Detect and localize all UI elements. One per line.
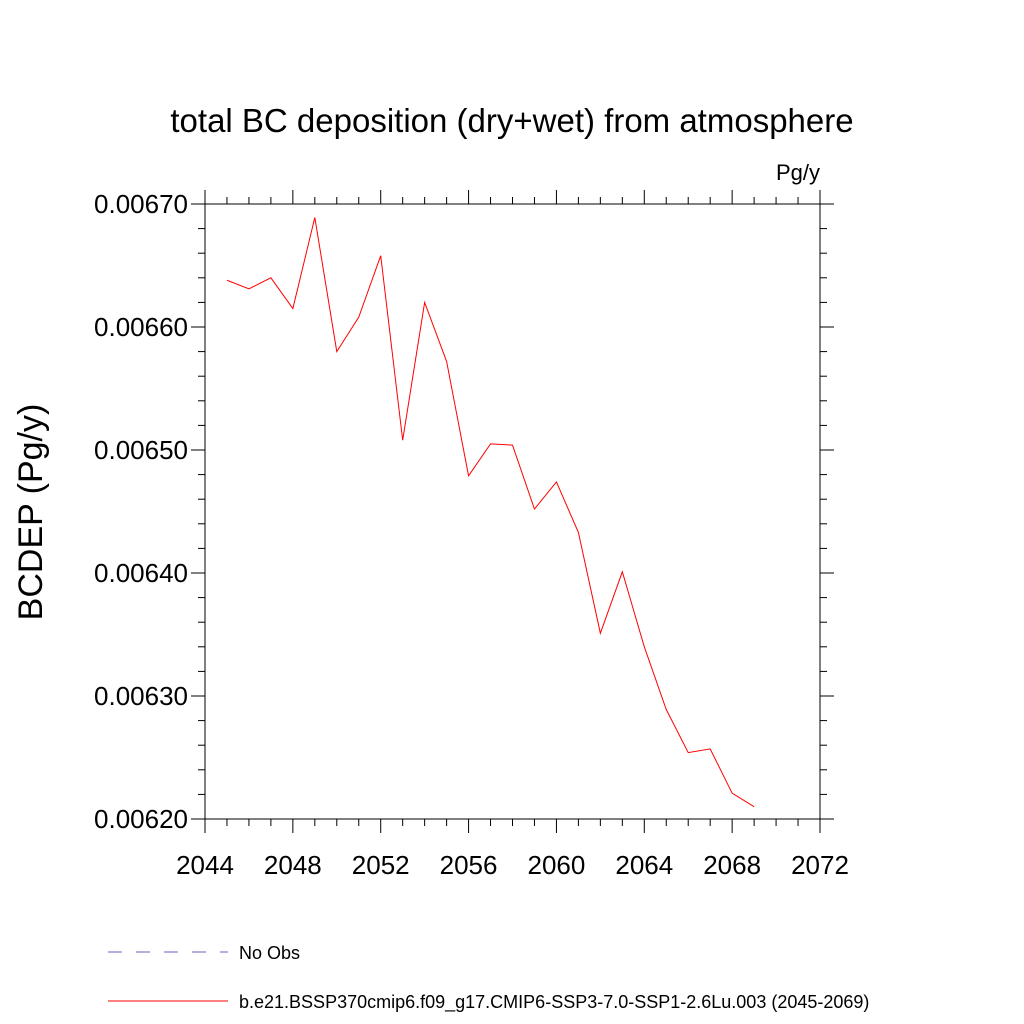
x-tick-label: 2044 [176,850,234,880]
plot-frame [204,203,821,820]
x-tick-label: 2056 [440,850,498,880]
y-tick-label: 0.00670 [94,189,188,219]
y-tick-label: 0.00620 [94,804,188,834]
axis-tick-labels: 2044 2048 2052 2056 2060 2064 2068 2072 0.00620 0… [94,189,849,880]
y-axis-label: BCDEP (Pg/y) [12,404,50,621]
units-label: Pg/y [776,160,820,185]
legend-label-0: No Obs [239,943,300,963]
series-layer [226,217,755,808]
x-tick-label: 2060 [528,850,586,880]
y-tick-label: 0.00660 [94,312,188,342]
legend-label-1: b.e21.BSSP370cmip6.f09_g17.CMIP6-SSP3-7.… [239,992,869,1013]
series-line-0 [226,217,755,808]
y-tick-label: 0.00630 [94,681,188,711]
x-tick-label: 2072 [791,850,849,880]
x-tick-label: 2052 [352,850,410,880]
x-tick-label: 2068 [703,850,761,880]
chart-title: total BC deposition (dry+wet) from atmos… [170,102,853,139]
legend: No Obs b.e21.BSSP370cmip6.f09_g17.CMIP6-S… [108,943,869,1013]
y-tick-label: 0.00640 [94,558,188,588]
axis-ticks [191,190,834,833]
x-tick-label: 2064 [615,850,673,880]
x-tick-label: 2048 [264,850,322,880]
y-tick-label: 0.00650 [94,435,188,465]
